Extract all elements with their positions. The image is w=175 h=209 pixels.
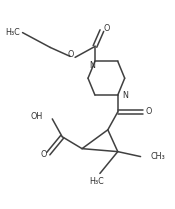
Text: O: O (68, 50, 74, 59)
Text: O: O (145, 107, 152, 116)
Text: O: O (104, 24, 110, 33)
Text: O: O (40, 150, 47, 159)
Text: H₃C: H₃C (90, 177, 104, 186)
Text: H₃C: H₃C (5, 28, 20, 37)
Text: CH₃: CH₃ (150, 152, 165, 161)
Text: OH: OH (30, 112, 42, 121)
Text: N: N (122, 90, 128, 99)
Text: N: N (89, 61, 95, 70)
